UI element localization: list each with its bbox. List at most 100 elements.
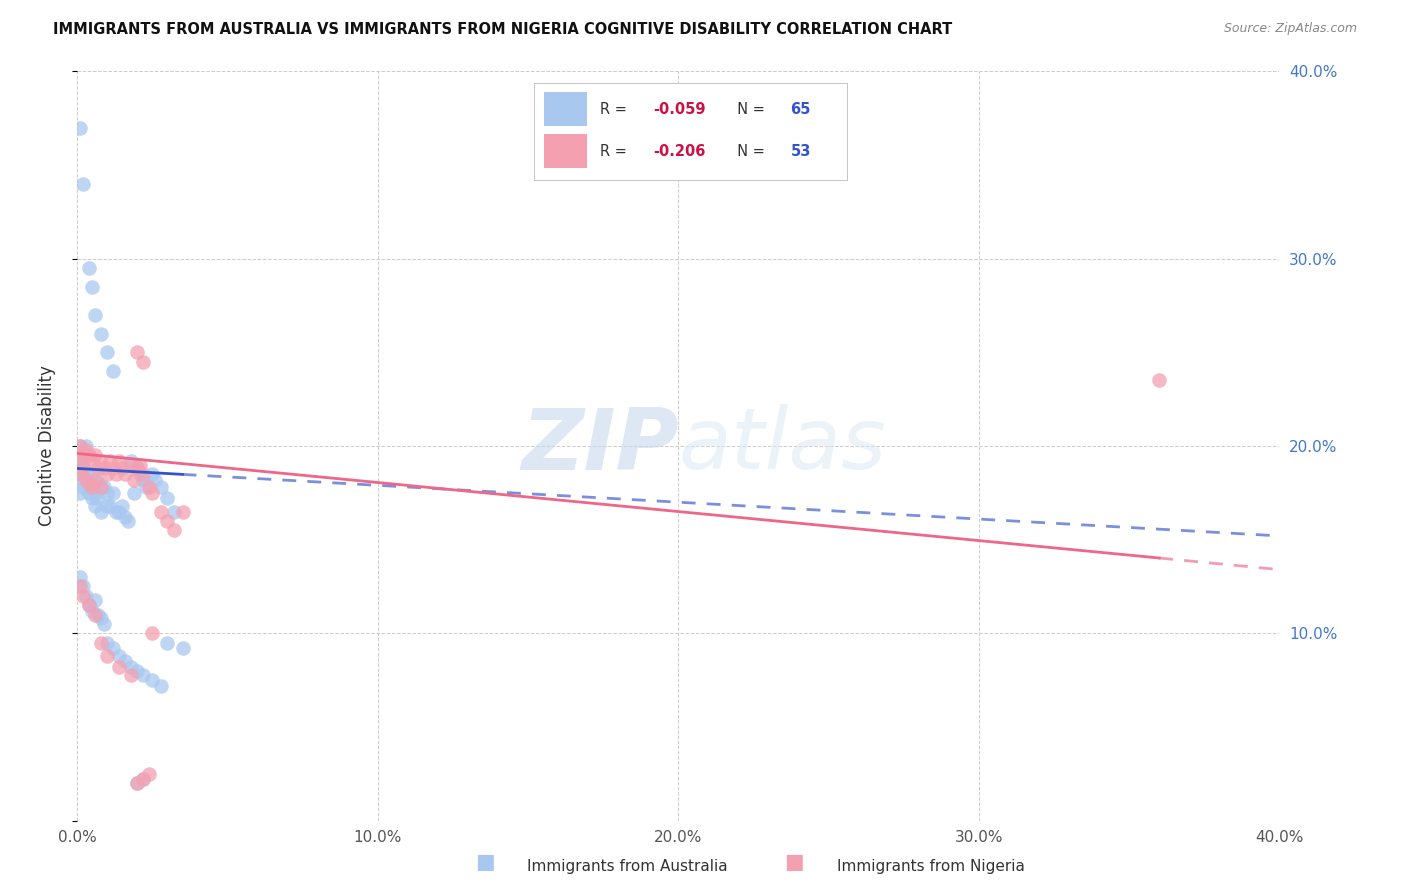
Point bbox=[75, 442, 97, 457]
Point bbox=[96, 345, 118, 359]
Point bbox=[82, 480, 104, 494]
Point bbox=[84, 499, 107, 513]
Point bbox=[132, 473, 155, 487]
Point bbox=[156, 491, 179, 506]
Point bbox=[75, 439, 97, 453]
Point bbox=[90, 480, 112, 494]
Point bbox=[96, 485, 118, 500]
Point bbox=[105, 505, 128, 519]
Point bbox=[90, 505, 112, 519]
Point bbox=[87, 607, 110, 622]
Point bbox=[93, 617, 115, 632]
Point bbox=[82, 604, 104, 618]
Point bbox=[108, 454, 131, 468]
Point bbox=[84, 607, 107, 622]
Point bbox=[82, 491, 104, 506]
Point bbox=[79, 599, 101, 613]
Point bbox=[72, 480, 94, 494]
Point bbox=[150, 505, 173, 519]
Point bbox=[79, 261, 101, 276]
Point bbox=[69, 439, 91, 453]
Point bbox=[103, 364, 125, 378]
Y-axis label: Cognitive Disability: Cognitive Disability bbox=[38, 366, 56, 526]
Text: ZIP: ZIP bbox=[520, 404, 679, 488]
Point bbox=[79, 448, 101, 462]
Point bbox=[69, 467, 91, 482]
Point bbox=[1149, 374, 1171, 388]
Point bbox=[103, 485, 125, 500]
Point bbox=[132, 355, 155, 369]
Point bbox=[145, 473, 167, 487]
Point bbox=[75, 473, 97, 487]
Point bbox=[138, 480, 160, 494]
Point bbox=[84, 448, 107, 462]
Text: Immigrants from Australia: Immigrants from Australia bbox=[527, 859, 728, 874]
Point bbox=[72, 454, 94, 468]
Point bbox=[72, 177, 94, 191]
Text: IMMIGRANTS FROM AUSTRALIA VS IMMIGRANTS FROM NIGERIA COGNITIVE DISABILITY CORREL: IMMIGRANTS FROM AUSTRALIA VS IMMIGRANTS … bbox=[53, 22, 953, 37]
Text: ■: ■ bbox=[785, 853, 804, 872]
Point bbox=[162, 523, 184, 537]
Point bbox=[127, 776, 149, 790]
Point bbox=[72, 461, 94, 475]
Point bbox=[132, 772, 155, 787]
Point bbox=[72, 473, 94, 487]
Point bbox=[96, 467, 118, 482]
Point bbox=[69, 485, 91, 500]
Point bbox=[141, 467, 163, 482]
Point bbox=[72, 461, 94, 475]
Point bbox=[114, 655, 136, 669]
Point bbox=[111, 499, 134, 513]
Point bbox=[114, 467, 136, 482]
Point bbox=[79, 476, 101, 491]
Point bbox=[120, 667, 142, 681]
Point bbox=[124, 473, 146, 487]
Point bbox=[90, 635, 112, 649]
Point bbox=[84, 308, 107, 322]
Point bbox=[127, 461, 149, 475]
Text: Immigrants from Nigeria: Immigrants from Nigeria bbox=[837, 859, 1025, 874]
Point bbox=[96, 648, 118, 663]
Point bbox=[127, 776, 149, 790]
Point bbox=[84, 473, 107, 487]
Point bbox=[162, 505, 184, 519]
Point bbox=[87, 461, 110, 475]
Point bbox=[87, 476, 110, 491]
Point bbox=[156, 635, 179, 649]
Point bbox=[108, 648, 131, 663]
Point bbox=[127, 664, 149, 678]
Point bbox=[75, 589, 97, 603]
Point bbox=[120, 458, 142, 472]
Point bbox=[69, 580, 91, 594]
Point bbox=[96, 635, 118, 649]
Point bbox=[90, 454, 112, 468]
Point bbox=[132, 467, 155, 482]
Point bbox=[69, 120, 91, 135]
Point bbox=[93, 461, 115, 475]
Point bbox=[124, 485, 146, 500]
Point bbox=[69, 454, 91, 468]
Point bbox=[103, 641, 125, 656]
Point bbox=[135, 480, 157, 494]
Point bbox=[90, 480, 112, 494]
Point bbox=[172, 641, 194, 656]
Point bbox=[127, 461, 149, 475]
Point bbox=[117, 514, 139, 528]
Point bbox=[75, 446, 97, 460]
Point bbox=[96, 499, 118, 513]
Point bbox=[129, 467, 152, 482]
Point bbox=[105, 467, 128, 482]
Point bbox=[84, 592, 107, 607]
Point bbox=[82, 467, 104, 482]
Point bbox=[150, 480, 173, 494]
Point bbox=[82, 480, 104, 494]
Point bbox=[69, 570, 91, 584]
Point bbox=[150, 679, 173, 693]
Point bbox=[79, 599, 101, 613]
Point bbox=[82, 454, 104, 468]
Point bbox=[72, 580, 94, 594]
Point bbox=[127, 345, 149, 359]
Point bbox=[100, 454, 122, 468]
Text: ■: ■ bbox=[475, 853, 495, 872]
Point bbox=[79, 473, 101, 487]
